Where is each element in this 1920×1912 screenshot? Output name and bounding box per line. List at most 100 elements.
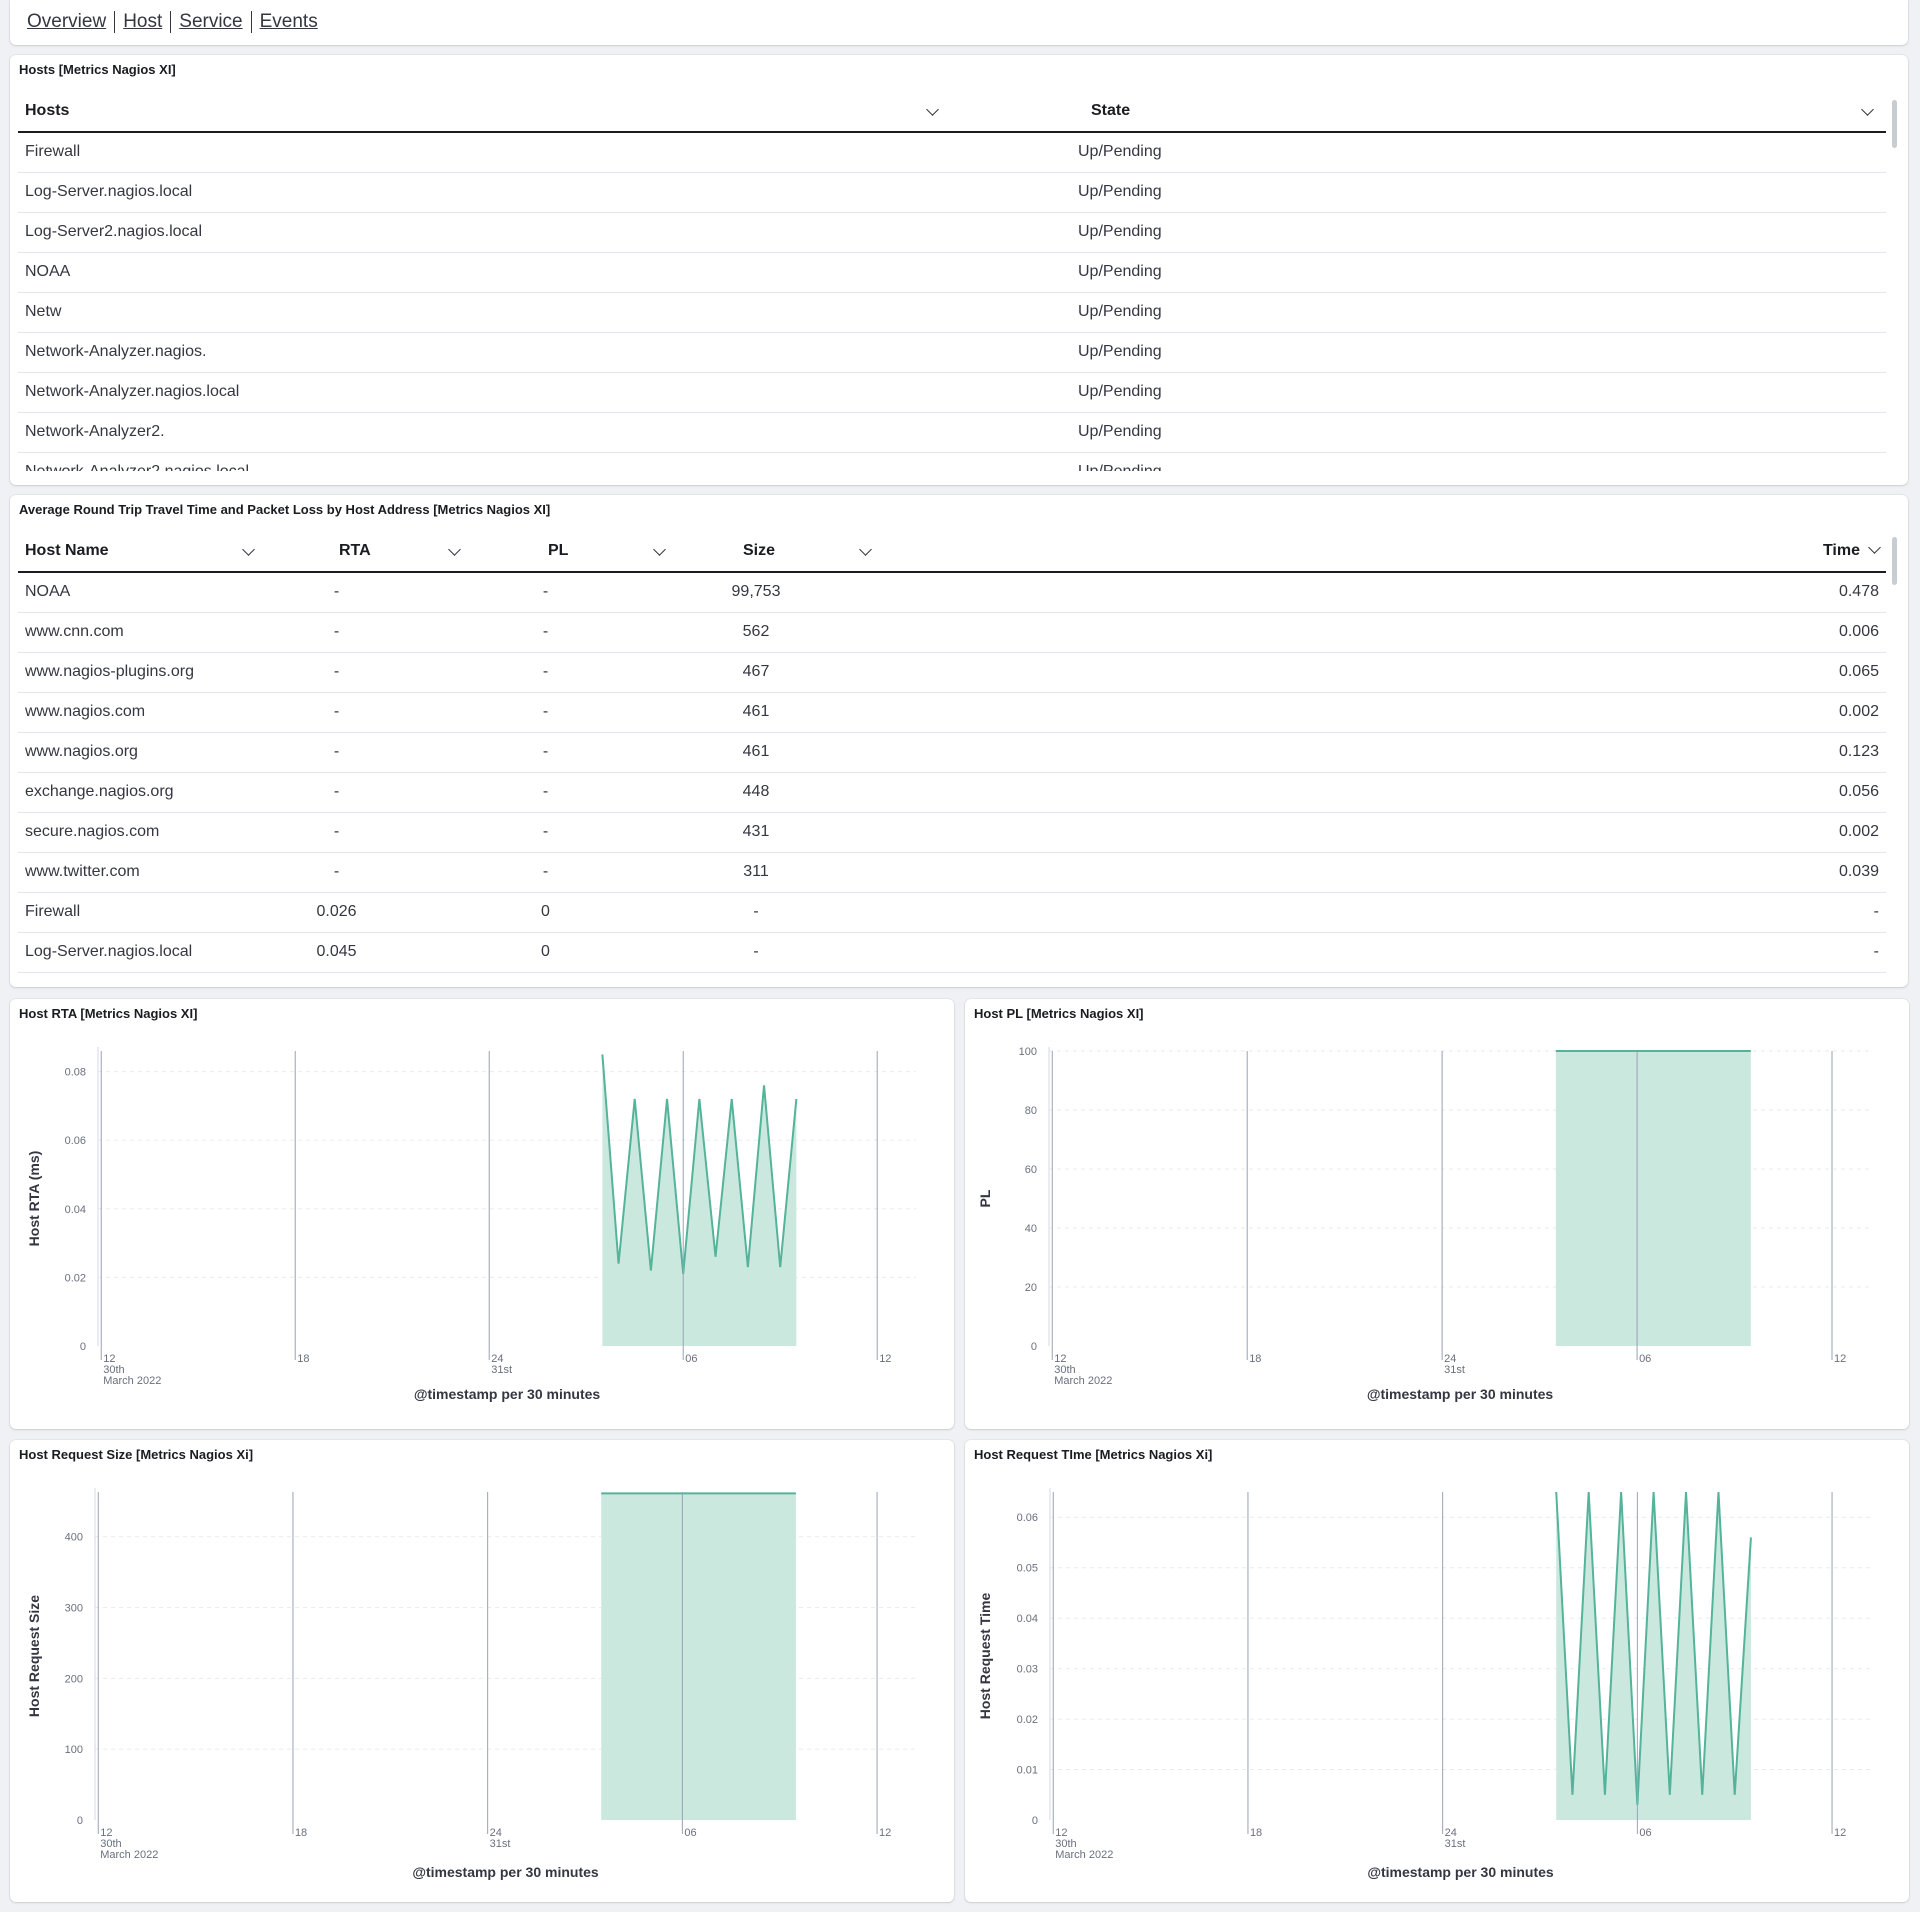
- y-tick-label: 0: [77, 1815, 83, 1827]
- y-tick-label: 40: [1025, 1223, 1037, 1235]
- chevron-down-icon[interactable]: [242, 542, 255, 556]
- table-row[interactable]: Netw Up/Pending: [18, 292, 1886, 333]
- y-tick-label: 80: [1025, 1105, 1037, 1117]
- rta-table-viewport[interactable]: Host Name RTA PL Size Time NOAA - -99,753 0…: [18, 530, 1886, 975]
- table-row[interactable]: www.cnn.com - -562 0.006: [18, 612, 1886, 653]
- table-row[interactable]: Log-Server.nagios.local Up/Pending: [18, 172, 1886, 213]
- y-tick-label: 20: [1025, 1282, 1037, 1294]
- table-row[interactable]: Network-Analyzer.nagios. Up/Pending: [18, 332, 1886, 373]
- column-header-state[interactable]: State: [951, 90, 1886, 133]
- table-header-row: Hosts State: [18, 90, 1886, 133]
- column-header-rta[interactable]: RTA: [267, 530, 473, 573]
- table-row[interactable]: www.nagios.org - -461 0.123: [18, 732, 1886, 773]
- pl-cell: -: [473, 772, 678, 813]
- size-cell: -: [678, 892, 884, 933]
- table-row[interactable]: Log-Server.nagios.local 0.045 0- -: [18, 932, 1886, 973]
- column-header-label: PL: [548, 541, 569, 559]
- table-row[interactable]: NOAA Up/Pending: [18, 252, 1886, 293]
- y-axis-title: PL: [977, 1189, 993, 1207]
- y-tick-label: 0.08: [65, 1067, 86, 1079]
- x-tick-sublabel: March 2022: [100, 1849, 158, 1861]
- y-tick-label: 0.04: [1017, 1613, 1038, 1625]
- nav-link-service[interactable]: Service: [179, 11, 243, 32]
- chevron-down-icon[interactable]: [1861, 102, 1874, 116]
- nav-bar: Overview Host Service Events: [10, 0, 1908, 45]
- column-header-hosts[interactable]: Hosts: [18, 90, 951, 133]
- table-row[interactable]: secure.nagios.com - -431 0.002: [18, 812, 1886, 853]
- table-row[interactable]: exchange.nagios.org - -448 0.056: [18, 772, 1886, 813]
- hosts-panel: Hosts [Metrics Nagios XI] Hosts State Fi…: [10, 55, 1908, 485]
- column-header-label: State: [1091, 101, 1131, 119]
- nav-link-overview[interactable]: Overview: [27, 11, 107, 32]
- table-row[interactable]: www.nagios-plugins.org - -467 0.065: [18, 652, 1886, 693]
- chevron-down-icon[interactable]: [448, 542, 461, 556]
- host-name-cell: Netw: [18, 292, 951, 333]
- host-state-cell: Up/Pending: [951, 372, 1886, 413]
- table-row[interactable]: Network-Analyzer.nagios.local Up/Pending: [18, 372, 1886, 413]
- pl-cell: -: [473, 652, 678, 693]
- nav-separator: [170, 11, 172, 33]
- x-tick-label: 18: [295, 1827, 307, 1839]
- table-row[interactable]: Network-Analyzer2. Up/Pending: [18, 412, 1886, 453]
- column-header-time[interactable]: Time: [884, 530, 1886, 573]
- rta-cell: -: [267, 812, 473, 853]
- nav-link-host[interactable]: Host: [123, 11, 163, 32]
- x-tick-label: 12: [100, 1827, 112, 1839]
- scrollbar-thumb[interactable]: [1892, 100, 1897, 148]
- column-header-host-name[interactable]: Host Name: [18, 530, 267, 573]
- pl-cell: 0: [473, 932, 678, 973]
- x-tick-label: 06: [1639, 1353, 1651, 1365]
- host-name-cell: www.nagios-plugins.org: [18, 652, 267, 693]
- size-cell: 562: [678, 612, 884, 653]
- x-tick-label: 12: [103, 1353, 115, 1365]
- table-row[interactable]: Log-Server2.nagios.local Up/Pending: [18, 212, 1886, 253]
- pl-cell: -: [473, 612, 678, 653]
- host-name-cell: www.nagios.org: [18, 732, 267, 773]
- x-tick-label: 24: [1445, 1827, 1457, 1839]
- y-tick-label: 0.03: [1017, 1664, 1038, 1676]
- table-row[interactable]: www.nagios.com - -461 0.002: [18, 692, 1886, 733]
- rta-cell: -: [267, 852, 473, 893]
- host-request-size-chart-panel: Host Request Size [Metrics Nagios Xi] 0 1…: [10, 1440, 954, 1902]
- column-header-label: Host Name: [25, 541, 109, 559]
- host-name-cell: secure.nagios.com: [18, 812, 267, 853]
- table-row[interactable]: www.twitter.com - -311 0.039: [18, 852, 1886, 893]
- y-tick-label: 200: [65, 1673, 83, 1685]
- panel-title: Host Request TIme [Metrics Nagios Xi]: [974, 1447, 1213, 1462]
- host-name-cell: Firewall: [18, 132, 951, 173]
- series-area: [602, 1054, 797, 1346]
- host-name-cell: Log-Server.nagios.local: [18, 172, 951, 213]
- host-state-cell: Up/Pending: [951, 332, 1886, 373]
- chevron-down-icon[interactable]: [1868, 540, 1881, 554]
- x-tick-sublabel: 30th: [100, 1838, 121, 1850]
- column-header-size[interactable]: Size: [678, 530, 884, 573]
- host-name-cell: Network-Analyzer2.: [18, 412, 951, 453]
- size-cell: 461: [678, 692, 884, 733]
- chevron-down-icon[interactable]: [859, 542, 872, 556]
- rta-cell: -: [267, 572, 473, 613]
- y-tick-label: 0.04: [65, 1204, 86, 1216]
- y-tick-label: 0.02: [1017, 1714, 1038, 1726]
- x-tick-sublabel: March 2022: [103, 1375, 161, 1387]
- chevron-down-icon[interactable]: [653, 542, 666, 556]
- chevron-down-icon[interactable]: [926, 102, 939, 116]
- host-name-cell: www.twitter.com: [18, 852, 267, 893]
- host-name-cell: www.cnn.com: [18, 612, 267, 653]
- scrollbar-thumb[interactable]: [1892, 537, 1897, 585]
- x-tick-label: 18: [1250, 1827, 1262, 1839]
- time-cell: 0.123: [884, 732, 1886, 773]
- nav-link-events[interactable]: Events: [259, 11, 318, 32]
- column-header-label: RTA: [339, 541, 371, 559]
- x-axis-title: @timestamp per 30 minutes: [1367, 1386, 1554, 1402]
- x-tick-label: 24: [491, 1353, 503, 1365]
- table-row[interactable]: Firewall 0.026 0- -: [18, 892, 1886, 933]
- x-tick-label: 12: [1054, 1353, 1066, 1365]
- size-cell: 99,753: [678, 572, 884, 613]
- table-row[interactable]: Firewall Up/Pending: [18, 132, 1886, 173]
- y-tick-label: 0: [80, 1341, 86, 1353]
- table-row[interactable]: NOAA - -99,753 0.478: [18, 572, 1886, 613]
- nav-separator: [114, 11, 116, 33]
- hosts-table-viewport[interactable]: Hosts State Firewall Up/Pending Log-Server…: [18, 90, 1886, 471]
- column-header-pl[interactable]: PL: [473, 530, 678, 573]
